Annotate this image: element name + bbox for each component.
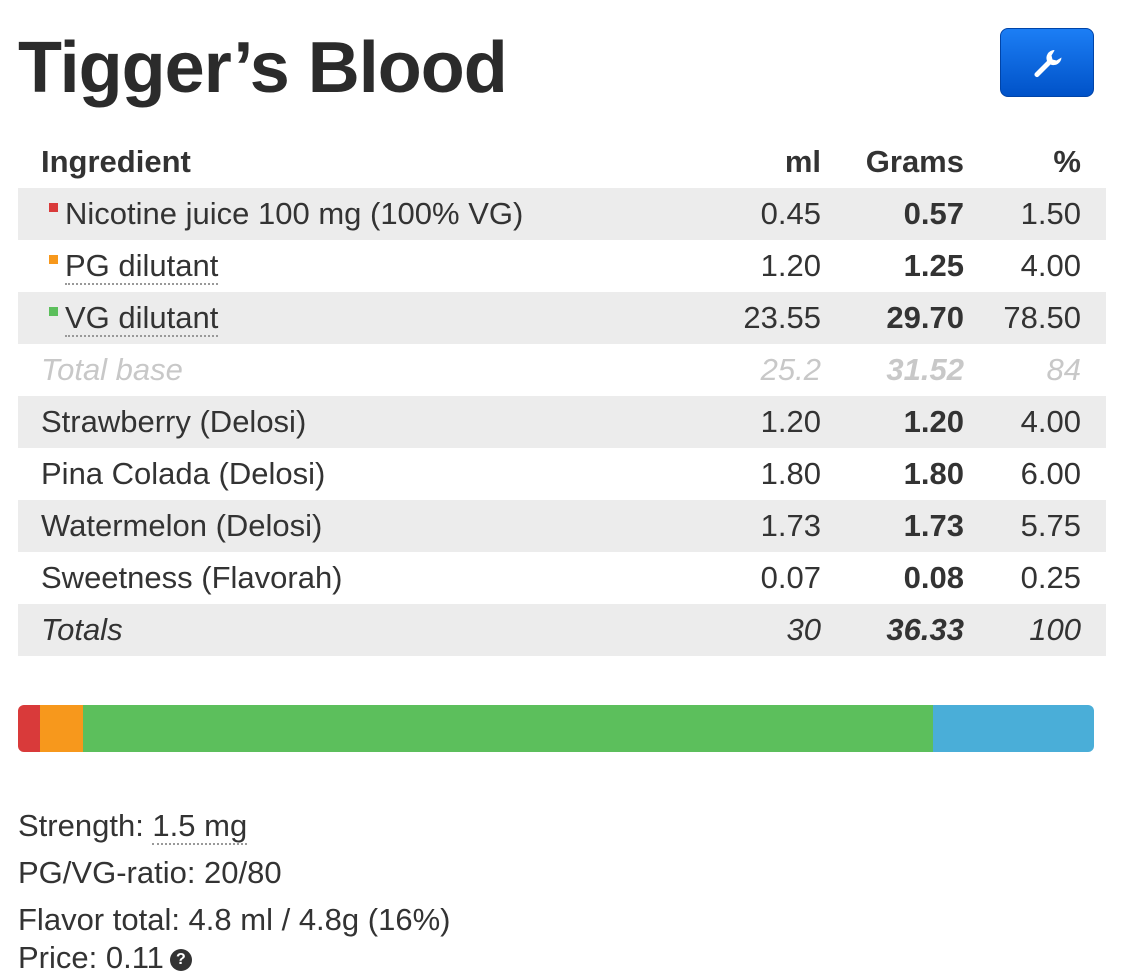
ingredient-name: Pina Colada (Delosi) <box>41 456 326 491</box>
header-grams: Grams <box>865 144 964 179</box>
ml-cell: 1.20 <box>701 396 821 448</box>
table-row: Strawberry (Delosi) 1.20 1.20 4.00 <box>18 396 1106 448</box>
price-line: Price: 0.11? <box>18 938 192 978</box>
percent-cell: 4.00 <box>964 396 1106 448</box>
wrench-icon <box>1034 49 1062 77</box>
bar-segment <box>82 705 933 752</box>
header-percent: % <box>1053 144 1081 179</box>
ratio-line: PG/VG-ratio: 20/80 <box>18 855 282 890</box>
ml-cell: 1.73 <box>701 500 821 552</box>
grams-cell: 1.73 <box>821 500 964 552</box>
ml-cell: 1.20 <box>760 248 821 283</box>
grams-cell: 31.52 <box>886 352 964 387</box>
ml-cell: 25.2 <box>760 352 821 387</box>
table-row: PG dilutant 1.20 1.25 4.00 <box>18 240 1106 292</box>
color-marker <box>49 307 58 316</box>
ingredient-cell: PG dilutant <box>18 240 701 292</box>
table-row-subtotal: Total base 25.2 31.52 84 <box>18 344 1106 396</box>
ingredient-name: Sweetness (Flavorah) <box>41 560 343 595</box>
grams-cell: 29.70 <box>821 292 964 344</box>
percent-cell: 1.50 <box>964 188 1106 240</box>
recipe-title: Tigger’s Blood <box>18 28 508 108</box>
ml-cell: 0.45 <box>701 188 821 240</box>
grams-cell: 0.57 <box>821 188 964 240</box>
ingredient-name[interactable]: VG dilutant <box>65 300 219 337</box>
grams-cell: 1.25 <box>903 248 964 283</box>
table-row: Watermelon (Delosi) 1.73 1.73 5.75 <box>18 500 1106 552</box>
ml-cell: 0.07 <box>760 560 821 595</box>
summary: Strength: 1.5 mg PG/VG-ratio: 20/80 Flav… <box>18 802 450 943</box>
grams-cell: 0.08 <box>903 560 964 595</box>
ingredient-name: Watermelon (Delosi) <box>18 500 701 552</box>
percent-cell: 100 <box>964 604 1106 656</box>
percent-cell: 0.25 <box>1020 560 1081 595</box>
table-header: Ingredient ml Grams % <box>18 136 1106 188</box>
ingredient-cell: Nicotine juice 100 mg (100% VG) <box>18 188 701 240</box>
percent-cell: 78.50 <box>964 292 1106 344</box>
strength-value[interactable]: 1.5 mg <box>152 808 248 845</box>
ingredient-name: Strawberry (Delosi) <box>18 396 701 448</box>
grams-cell: 1.20 <box>821 396 964 448</box>
percent-cell: 5.75 <box>964 500 1106 552</box>
flavor-total-line: Flavor total: 4.8 ml / 4.8g (16%) <box>18 902 451 937</box>
table-row: Nicotine juice 100 mg (100% VG) 0.45 0.5… <box>18 188 1106 240</box>
percent-cell: 4.00 <box>1020 248 1081 283</box>
header-ingredient: Ingredient <box>41 144 191 179</box>
color-marker <box>49 203 58 212</box>
color-marker <box>49 255 58 264</box>
grams-cell: 36.33 <box>821 604 964 656</box>
recipe-table: Ingredient ml Grams % Nicotine juice 100… <box>18 136 1106 656</box>
table-row: Pina Colada (Delosi) 1.80 1.80 6.00 <box>18 448 1106 500</box>
bar-segment <box>932 705 1094 752</box>
bar-segment <box>18 705 40 752</box>
table-row: Sweetness (Flavorah) 0.07 0.08 0.25 <box>18 552 1106 604</box>
ml-cell: 30 <box>701 604 821 656</box>
header-ml: ml <box>784 144 821 179</box>
table-row: VG dilutant 23.55 29.70 78.50 <box>18 292 1106 344</box>
ingredient-name: Nicotine juice 100 mg (100% VG) <box>65 196 524 231</box>
ingredient-name: Totals <box>18 604 701 656</box>
ingredient-name[interactable]: PG dilutant <box>65 248 219 285</box>
percent-cell: 6.00 <box>1020 456 1081 491</box>
strength-line: Strength: 1.5 mg <box>18 802 450 849</box>
bar-segment <box>39 705 83 752</box>
tools-button[interactable] <box>1000 28 1094 97</box>
table-row-totals: Totals 30 36.33 100 <box>18 604 1106 656</box>
composition-bar <box>18 705 1094 752</box>
strength-label: Strength: <box>18 808 153 843</box>
ingredient-cell: VG dilutant <box>18 292 701 344</box>
percent-cell: 84 <box>1046 352 1081 387</box>
ingredient-name: Total base <box>41 352 183 387</box>
ml-cell: 1.80 <box>760 456 821 491</box>
price-text: Price: 0.11 <box>18 940 164 975</box>
grams-cell: 1.80 <box>903 456 964 491</box>
info-icon[interactable]: ? <box>169 949 192 971</box>
ml-cell: 23.55 <box>701 292 821 344</box>
